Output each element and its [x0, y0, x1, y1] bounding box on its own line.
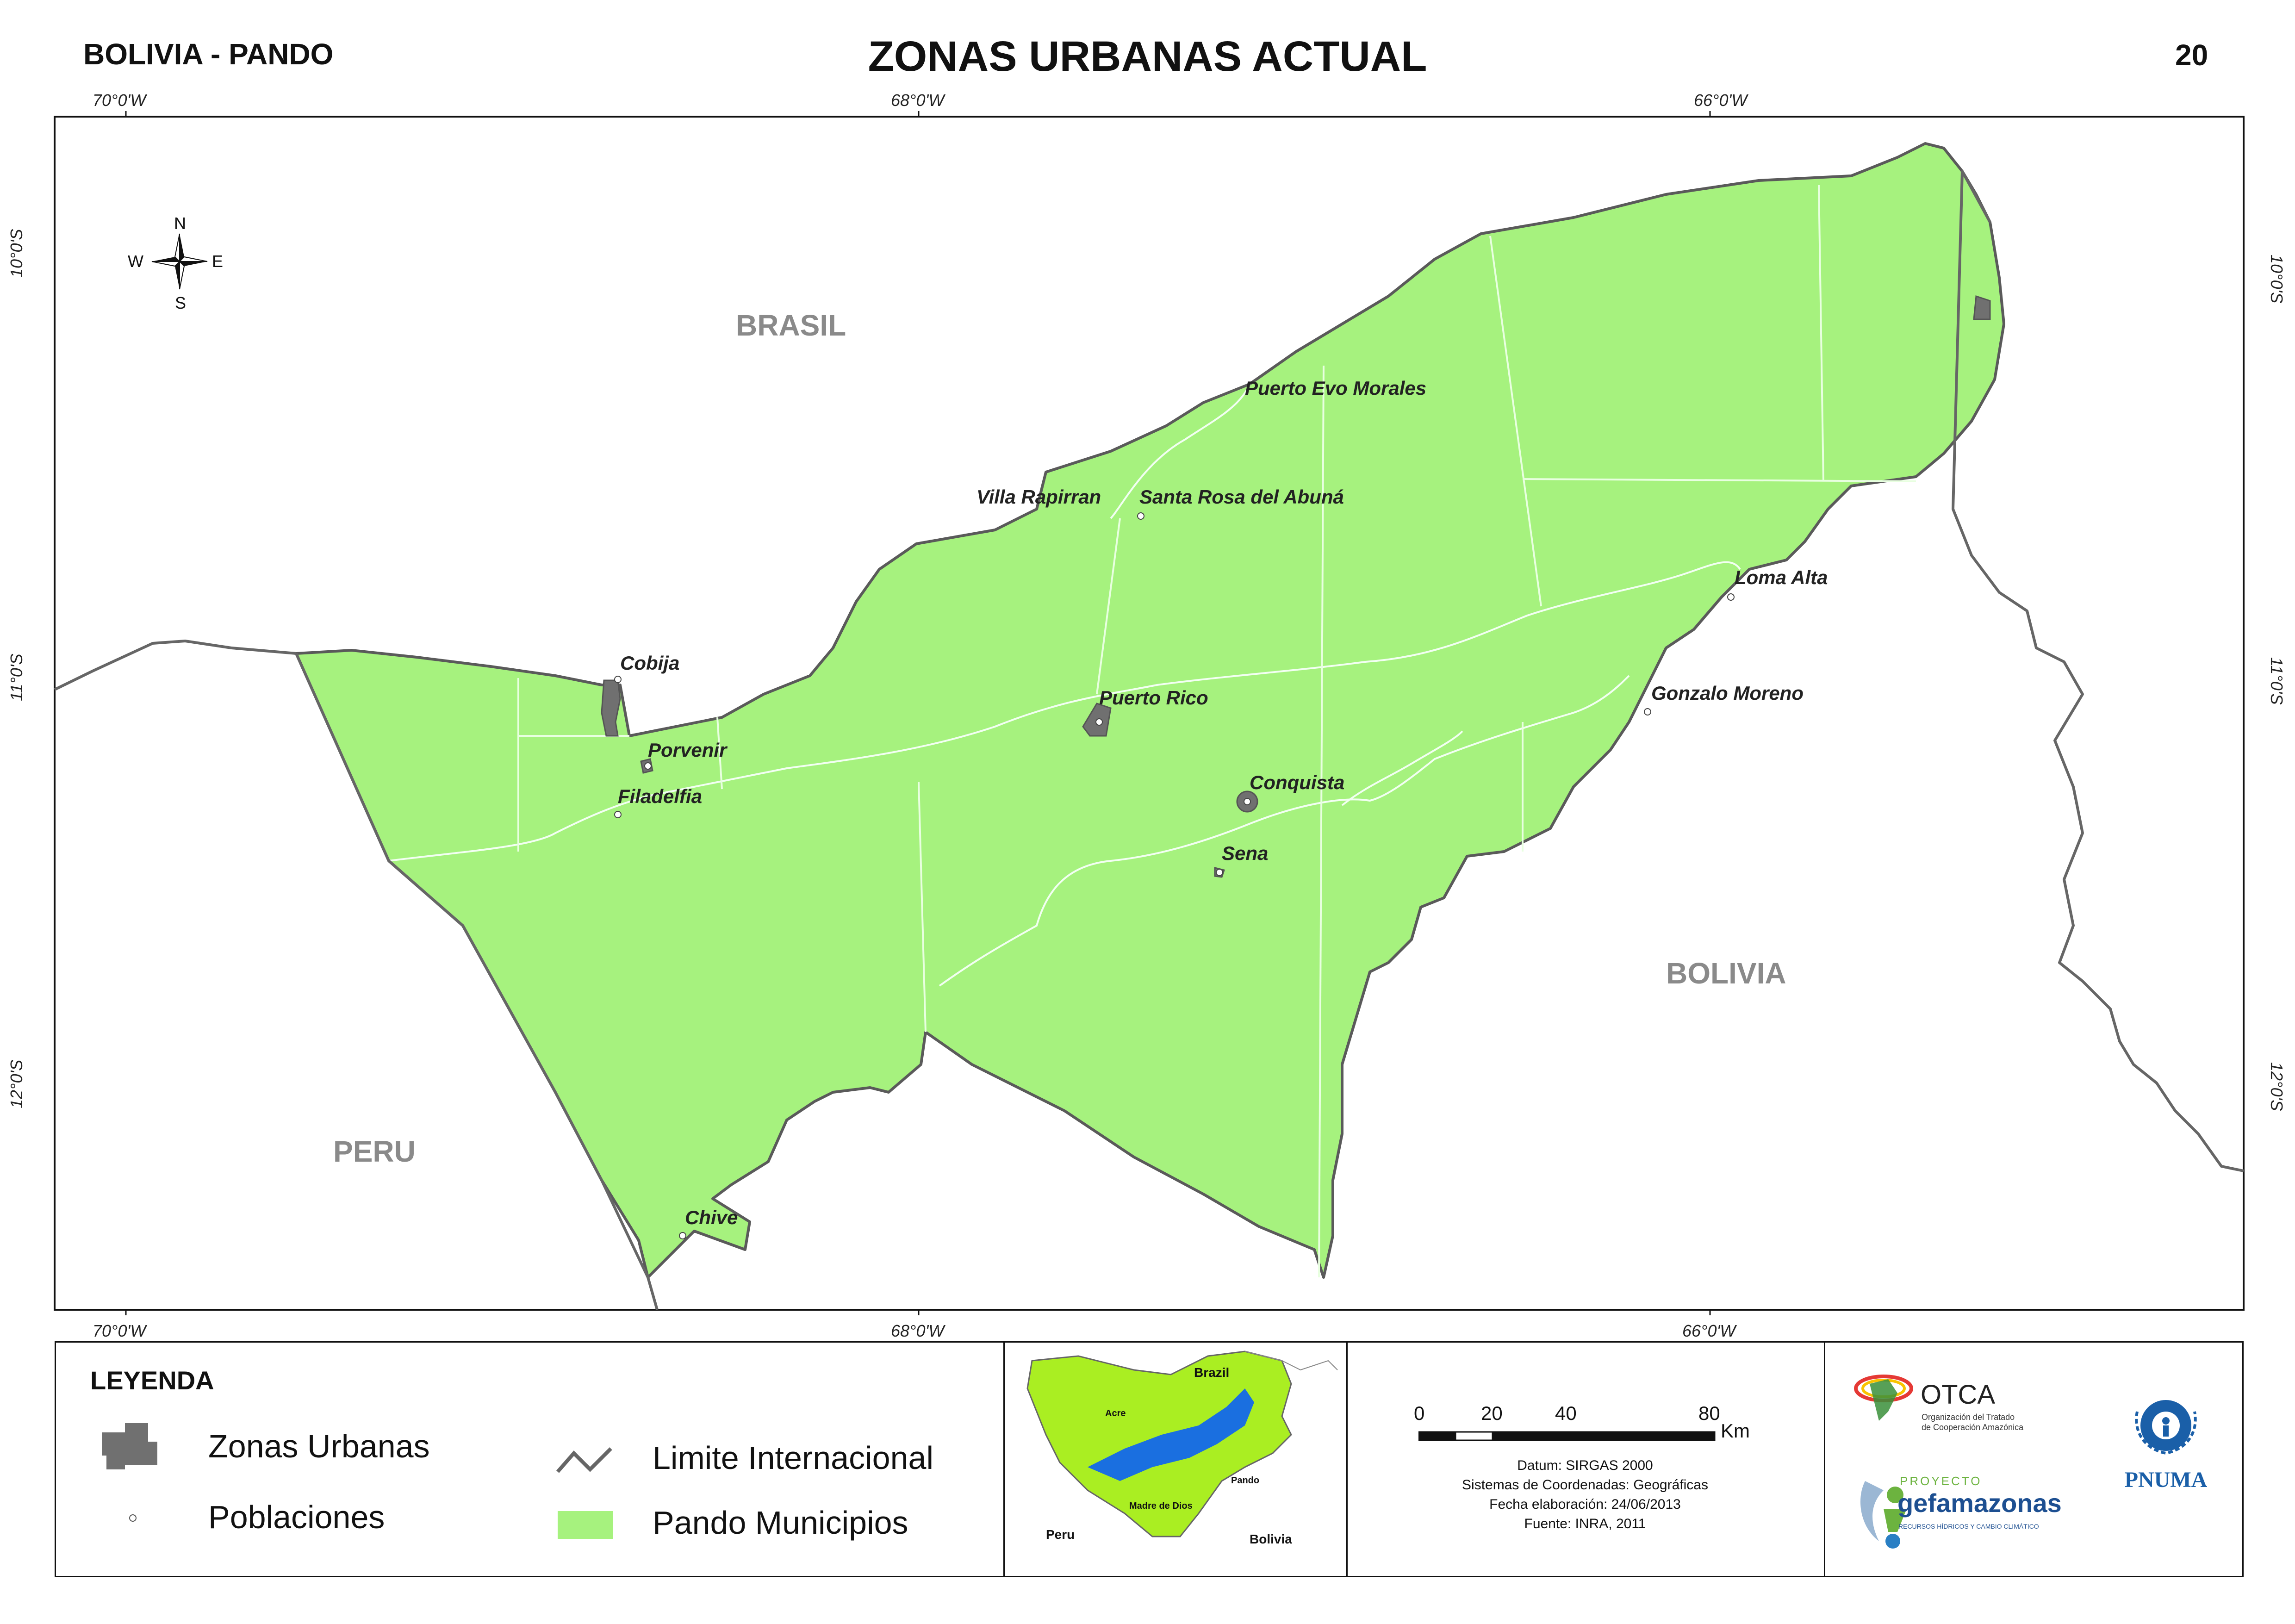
place-label-gonzalo-moreno: Gonzalo Moreno [1651, 682, 1804, 704]
pnuma-logo-icon [2135, 1400, 2197, 1455]
compass-s: S [175, 293, 186, 312]
gefamazonas-logo-icon [1860, 1481, 1907, 1549]
population-points [614, 512, 1735, 1239]
legend-title: LEYENDA [90, 1366, 214, 1395]
map-frame [54, 116, 2245, 1311]
international-boundary [54, 170, 2244, 1310]
otca-name: OTCA [1921, 1380, 1996, 1410]
lon-label-top-66: 66°0'W [1694, 91, 1748, 110]
otca-sub2: de Cooperación Amazónica [1922, 1423, 2024, 1432]
point-chive [679, 1232, 686, 1239]
scale-bar [1418, 1431, 1716, 1441]
place-label-puerto-rico: Puerto Rico [1099, 687, 1208, 709]
lon-label-top-68: 68°0'W [891, 91, 945, 110]
legend-panel [55, 1341, 1005, 1577]
urban-zone-ne [1973, 295, 1991, 320]
otca-sub1: Organización del Tratado [1922, 1412, 2015, 1422]
otca-logo-icon [1854, 1375, 1913, 1421]
scale-panel [1346, 1341, 1825, 1577]
legend-boundary-icon [556, 1447, 612, 1473]
gef-name: gefamazonas [1897, 1488, 2062, 1518]
place-label-puerto-evo-morales: Puerto Evo Morales [1245, 377, 1426, 399]
rivers [388, 384, 1741, 987]
place-label-cobija: Cobija [620, 652, 679, 674]
scale-unit: Km [1721, 1420, 1750, 1442]
scale-tick-20: 20 [1481, 1402, 1503, 1424]
point-porvenir [644, 762, 652, 770]
map-region-title: BOLIVIA - PANDO [83, 37, 334, 71]
compass-rose-icon: N S E W [128, 214, 223, 312]
country-label-brasil: BRASIL [736, 309, 846, 342]
lon-label-bottom-70: 70°0'W [93, 1321, 146, 1340]
place-label-santa-rosa: Santa Rosa del Abuná [1139, 486, 1344, 508]
urban-zone-cobija [601, 679, 621, 737]
scale-tick-40: 40 [1555, 1402, 1577, 1424]
compass-w: W [128, 252, 143, 271]
point-gonzalo-moreno [1644, 708, 1651, 716]
inset-label-acre: Acre [1105, 1408, 1126, 1419]
legend-municipios-swatch [558, 1511, 613, 1539]
pnuma-name: PNUMA [2124, 1468, 2208, 1492]
scale-tick-0: 0 [1414, 1402, 1425, 1424]
legend-label-municipios: Pando Municipios [653, 1505, 908, 1541]
lon-label-bottom-68: 68°0'W [891, 1321, 945, 1340]
point-filadelfia [614, 811, 622, 818]
point-sena [1216, 869, 1223, 876]
legend-point-icon [129, 1514, 137, 1522]
lon-label-top-70: 70°0'W [93, 91, 146, 110]
point-santa-rosa [1137, 512, 1144, 520]
legend-urban-icon [102, 1423, 157, 1469]
pando-municipios-area [295, 142, 2005, 1279]
country-label-peru: PERU [333, 1135, 416, 1168]
place-label-loma-alta: Loma Alta [1735, 566, 1828, 588]
meta-datum: Datum: SIRGAS 2000 [1517, 1458, 1653, 1473]
inset-label-peru: Peru [1046, 1527, 1075, 1542]
inset-label-bolivia: Bolivia [1250, 1532, 1292, 1546]
graticule-ticks [125, 111, 1711, 1315]
inset-label-brazil: Brazil [1194, 1365, 1229, 1380]
place-label-porvenir: Porvenir [648, 739, 728, 761]
meta-fecha: Fecha elaboración: 24/06/2013 [1489, 1497, 1681, 1512]
place-label-chive: Chive [685, 1207, 738, 1228]
inset-label-pando: Pando [1231, 1475, 1259, 1486]
inset-map: Brazil Acre Pando Madre de Dios Peru Bol… [1026, 1350, 1338, 1546]
compass-e: E [212, 252, 223, 271]
place-label-sena: Sena [1222, 842, 1268, 864]
scale-tick-80: 80 [1698, 1402, 1720, 1424]
compass-n: N [174, 214, 186, 233]
point-conquista [1244, 798, 1251, 805]
municipal-borders [517, 185, 1916, 1278]
point-loma-alta [1727, 593, 1735, 601]
legend-label-limite: Limite Internacional [653, 1440, 933, 1476]
gef-sub: RECURSOS HÍDRICOS Y CAMBIO CLIMÁTICO [1898, 1523, 2039, 1530]
meta-coords: Sistemas de Coordenadas: Geográficas [1462, 1477, 1708, 1493]
point-puerto-rico [1095, 718, 1103, 726]
country-label-bolivia: BOLIVIA [1666, 957, 1786, 990]
page-number: 20 [2175, 38, 2208, 72]
legend-label-zonas-urbanas: Zonas Urbanas [208, 1428, 430, 1464]
place-label-filadelfia: Filadelfia [618, 785, 702, 807]
meta-fuente: Fuente: INRA, 2011 [1524, 1516, 1646, 1531]
gef-proyecto: PROYECTO [1900, 1474, 1982, 1488]
lon-label-bottom-66: 66°0'W [1682, 1321, 1736, 1340]
inset-pando-shape [1088, 1388, 1254, 1481]
map-title: ZONAS URBANAS ACTUAL [868, 33, 1427, 80]
legend-label-poblaciones: Poblaciones [208, 1499, 385, 1535]
inset-label-madre-de-dios: Madre de Dios [1129, 1501, 1193, 1511]
place-label-conquista: Conquista [1250, 772, 1344, 793]
point-cobija [614, 676, 622, 683]
place-label-villa-rapirran: Villa Rapirran [976, 486, 1101, 508]
